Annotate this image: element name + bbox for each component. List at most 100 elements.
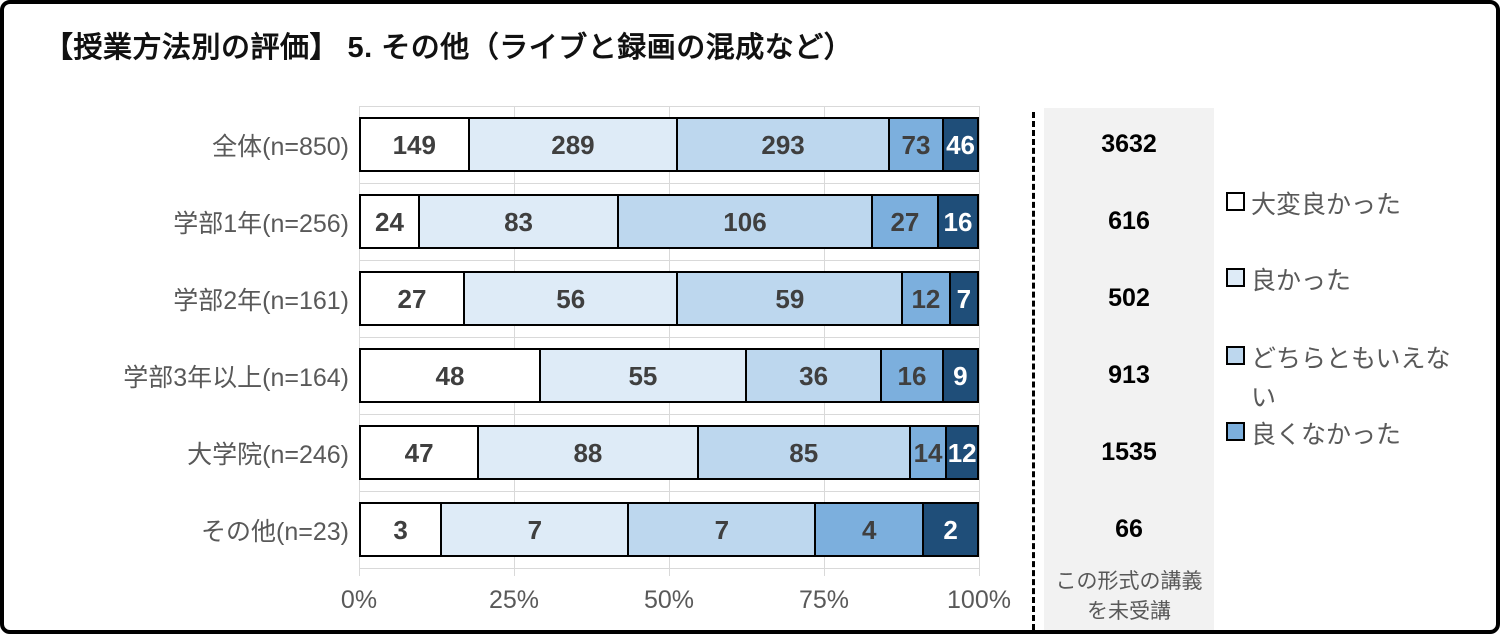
bar-segment: 27 — [870, 196, 937, 247]
vertical-gridline — [359, 106, 360, 576]
bar-segment-value: 12 — [947, 437, 977, 468]
bar-segment: 48 — [361, 350, 539, 401]
bar-segment: 7 — [948, 273, 978, 324]
bar-segment: 27 — [361, 273, 463, 324]
stacked-bar: 24 83 106 27 16 — [359, 194, 979, 249]
bar-segment: 73 — [887, 119, 943, 170]
vertical-gridline — [669, 106, 670, 576]
bar-segment: 2 — [922, 504, 977, 555]
bar-segment-value: 14 — [913, 437, 943, 468]
bar-segment: 46 — [942, 119, 977, 170]
x-axis-tick-label: 100% — [947, 586, 1011, 614]
bar-segment-value: 9 — [953, 360, 968, 391]
bar-segment-value: 85 — [789, 437, 819, 468]
bar-segment-value: 16 — [897, 360, 927, 391]
bar-segment: 16 — [937, 196, 977, 247]
vertical-gridline — [824, 106, 825, 576]
category-label: 学部1年(n=256) — [173, 209, 349, 238]
category-label: 大学院(n=246) — [187, 440, 349, 469]
bar-segment-value: 3 — [393, 514, 408, 545]
bar-segment-value: 16 — [943, 206, 973, 237]
legend: 大変良かった 良かったどちらともいえない良くなかった — [1226, 4, 1491, 630]
bar-segment-value: 24 — [375, 206, 404, 237]
bar-segment-value: 7 — [714, 514, 730, 545]
bar-segment: 14 — [908, 427, 946, 478]
bar-segment: 85 — [696, 427, 909, 478]
bar-row: 24 83 106 27 16 — [359, 183, 979, 260]
horizontal-gridline — [359, 414, 980, 415]
unattended-value: 3632 — [1101, 130, 1157, 158]
unattended-value: 66 — [1115, 515, 1143, 543]
bar-segment: 24 — [361, 196, 418, 247]
horizontal-gridline — [359, 568, 980, 569]
bar-row: 47 88 85 14 12 — [359, 414, 979, 491]
x-axis-tick-label: 0% — [340, 586, 378, 614]
horizontal-gridline — [359, 183, 980, 184]
bar-segment-value: 56 — [556, 283, 586, 314]
bar-segment: 3 — [361, 504, 441, 555]
bar-segment: 59 — [676, 273, 902, 324]
bar-row: 149 289 293 73 46 — [359, 106, 979, 183]
bar-segment: 7 — [440, 504, 628, 555]
unattended-value: 502 — [1108, 284, 1150, 312]
category-label: 全体(n=850) — [212, 132, 349, 161]
bar-segment: 12 — [901, 273, 949, 324]
category-label: その他(n=23) — [201, 517, 349, 546]
bar-row: 48 55 36 16 9 — [359, 337, 979, 414]
bar-segment-value: 4 — [862, 514, 877, 545]
bar-segment-value: 293 — [761, 129, 805, 160]
bar-segment: 7 — [627, 504, 815, 555]
bar-segment-value: 48 — [435, 360, 465, 391]
horizontal-gridline — [359, 491, 980, 492]
bar-segment: 12 — [945, 427, 977, 478]
horizontal-gridline — [359, 337, 980, 338]
stacked-bar: 47 88 85 14 12 — [359, 425, 979, 480]
legend-swatch-icon — [1226, 346, 1245, 365]
bar-segment-value: 7 — [527, 514, 543, 545]
legend-item: 大変良かった — [1226, 186, 1463, 225]
legend-swatch-icon — [1226, 268, 1245, 287]
bar-segment-value: 83 — [504, 206, 534, 237]
legend-label: 良くなかった — [1251, 421, 1402, 449]
x-axis-tick-label: 25% — [488, 586, 540, 614]
bar-segment-value: 27 — [890, 206, 920, 237]
chart-title: 【授業方法別の評価】 5. その他（ライブと録画の混成など） — [44, 32, 854, 64]
bar-segment-value: 149 — [392, 129, 436, 160]
bar-segment-value: 289 — [551, 129, 595, 160]
bar-segment-value: 47 — [404, 437, 434, 468]
bar-segment: 293 — [676, 119, 888, 170]
category-label: 学部2年(n=161) — [173, 286, 349, 315]
stacked-bar: 3 7 7 4 2 — [359, 502, 979, 557]
bar-segment: 149 — [361, 119, 468, 170]
bar-segment: 56 — [462, 273, 677, 324]
bar-segment-value: 36 — [799, 360, 829, 391]
bar-segment: 16 — [880, 350, 942, 401]
bar-segment: 9 — [941, 350, 977, 401]
plot-area: 149 289 293 73 46 24 83 106 27 16 27 56 59 12 7 48 55 36 1… — [359, 106, 980, 576]
unattended-value: 1535 — [1101, 438, 1157, 466]
dashed-divider-line — [1032, 112, 1035, 630]
legend-label: どちらともいえない — [1251, 345, 1451, 412]
bar-segment: 36 — [744, 350, 881, 401]
legend-label: 大変良かった — [1251, 191, 1402, 219]
legend-item: どちらともいえない — [1226, 340, 1463, 418]
legend-swatch-icon — [1226, 192, 1245, 211]
stacked-bar: 27 56 59 12 7 — [359, 271, 979, 326]
bar-segment-value: 55 — [628, 360, 658, 391]
stacked-bar: 48 55 36 16 9 — [359, 348, 979, 403]
unattended-value: 913 — [1108, 361, 1150, 389]
bar-segment-value: 106 — [723, 206, 767, 237]
bar-segment-value: 12 — [911, 283, 941, 314]
unattended-value: 616 — [1108, 207, 1150, 235]
legend-item: 良くなかった — [1226, 416, 1463, 455]
horizontal-gridline — [359, 260, 980, 261]
legend-item: 良かった — [1226, 262, 1463, 301]
bar-segment: 83 — [418, 196, 618, 247]
stacked-bar: 149 289 293 73 46 — [359, 117, 979, 172]
legend-label: 良かった — [1251, 267, 1352, 295]
unattended-panel: この形式の講義を未受講 3632 616 502 913 1535 66 — [1044, 108, 1214, 630]
bar-segment-value: 59 — [775, 283, 805, 314]
unattended-panel-footer: この形式の講義を未受講 — [1055, 570, 1203, 623]
bar-segment: 88 — [477, 427, 697, 478]
